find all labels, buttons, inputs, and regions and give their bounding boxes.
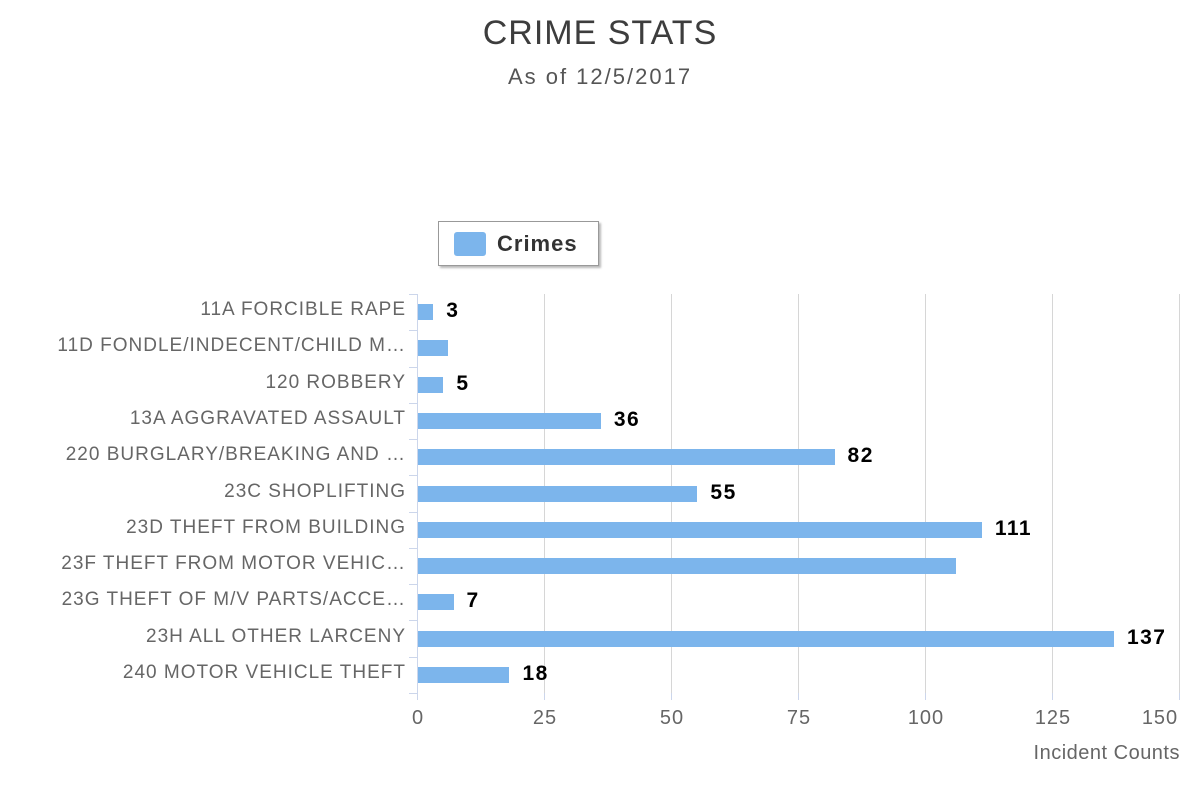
x-axis-tick	[417, 693, 418, 700]
grid-line	[925, 294, 926, 693]
category-label: 23H ALL OTHER LARCENY	[146, 625, 406, 647]
y-axis-tick	[409, 475, 418, 477]
y-axis-tick	[409, 693, 418, 694]
bar[interactable]	[418, 412, 601, 429]
y-axis-tick	[409, 439, 418, 441]
data-label: 7	[466, 589, 480, 613]
x-axis-tick	[798, 693, 799, 700]
bar[interactable]	[418, 304, 434, 321]
x-axis-tick	[1052, 693, 1053, 700]
category-label: 23D THEFT FROM BUILDING	[126, 516, 406, 538]
category-label: 11A FORCIBLE RAPE	[200, 299, 406, 321]
y-axis-tick	[409, 366, 418, 368]
data-label: 5	[456, 371, 470, 395]
bar[interactable]	[418, 666, 510, 683]
bar[interactable]	[418, 594, 454, 611]
x-tick-label: 0	[411, 707, 425, 729]
x-axis-tick	[544, 693, 545, 700]
bar[interactable]	[418, 630, 1114, 647]
y-axis-tick	[409, 620, 418, 622]
x-tick-label: 25	[532, 707, 558, 729]
grid-line	[1179, 294, 1180, 693]
data-label: 82	[847, 444, 874, 468]
x-axis-tick	[671, 693, 672, 700]
y-axis-tick	[409, 330, 418, 332]
grid-line	[798, 294, 799, 693]
legend-item-crimes[interactable]: Crimes	[438, 221, 599, 266]
data-label: 137	[1126, 625, 1167, 649]
y-axis-tick	[409, 656, 418, 658]
chart-title: CRIME STATS	[482, 14, 718, 52]
x-axis-title: Incident Counts	[1033, 742, 1180, 764]
bar[interactable]	[418, 376, 444, 393]
legend-swatch-icon	[454, 231, 486, 256]
category-label: 23G THEFT OF M/V PARTS/ACCE…	[61, 589, 406, 611]
category-label: 120 ROBBERY	[265, 371, 406, 393]
bar[interactable]	[418, 558, 957, 575]
bar[interactable]	[418, 449, 835, 466]
grid-line	[1052, 294, 1053, 693]
y-axis-tick	[409, 584, 418, 586]
category-label: 11D FONDLE/INDECENT/CHILD M…	[57, 335, 406, 357]
data-label: 18	[522, 661, 549, 685]
y-axis-tick	[409, 294, 418, 295]
data-label: 111	[994, 516, 1033, 540]
category-label: 13A AGGRAVATED ASSAULT	[129, 407, 406, 429]
x-axis-tick	[1179, 693, 1180, 700]
x-tick-label: 100	[907, 707, 945, 729]
category-label: 23F THEFT FROM MOTOR VEHIC…	[61, 553, 406, 575]
data-label: 36	[613, 407, 641, 431]
category-label: 220 BURGLARY/BREAKING AND …	[65, 444, 406, 466]
bar[interactable]	[418, 521, 982, 538]
x-axis-tick	[925, 693, 926, 700]
data-label: 3	[446, 299, 460, 323]
y-axis-line	[417, 294, 418, 694]
bar[interactable]	[418, 485, 698, 502]
chart-subtitle: As of 12/5/2017	[507, 64, 693, 89]
legend-label: Crimes	[497, 230, 578, 256]
x-tick-label: 50	[659, 707, 685, 729]
data-label: 55	[710, 480, 737, 504]
x-tick-label: 125	[1034, 707, 1072, 729]
x-tick-label: 75	[786, 707, 812, 729]
category-label: 23C SHOPLIFTING	[224, 480, 406, 502]
y-axis-tick	[409, 511, 418, 513]
y-axis-tick	[409, 402, 418, 404]
y-axis-tick	[409, 547, 418, 549]
bar[interactable]	[418, 340, 449, 357]
category-label: 240 MOTOR VEHICLE THEFT	[122, 661, 406, 683]
x-tick-label: 150	[1141, 707, 1179, 729]
